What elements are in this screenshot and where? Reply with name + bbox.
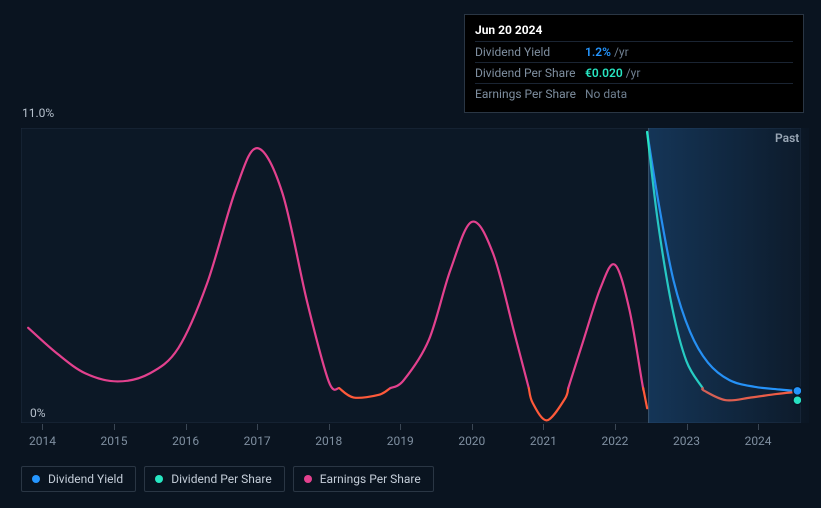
legend-label: Dividend Yield [48, 472, 123, 486]
tooltip-row: Dividend Yield1.2%/yr [475, 41, 793, 62]
legend-item[interactable]: Dividend Yield [21, 466, 136, 492]
y-axis-max-label: 11.0% [22, 106, 54, 120]
tooltip-row: Dividend Per Share€0.020/yr [475, 62, 793, 83]
x-tick-label: 2021 [530, 434, 557, 448]
tooltip-label: Earnings Per Share [475, 85, 585, 103]
y-axis-min-label: 0% [30, 406, 46, 420]
tooltip-label: Dividend Per Share [475, 64, 585, 82]
chart-area [21, 128, 801, 423]
tooltip-label: Dividend Yield [475, 43, 585, 61]
x-tick-label: 2020 [458, 434, 485, 448]
tooltip: Jun 20 2024 Dividend Yield1.2%/yrDividen… [464, 14, 804, 113]
tooltip-row: Earnings Per ShareNo data [475, 83, 793, 104]
legend-dot [32, 475, 40, 483]
tooltip-value: No data [585, 85, 627, 103]
legend-dot [304, 475, 312, 483]
x-tick-label: 2019 [387, 434, 414, 448]
x-tick-label: 2017 [244, 434, 271, 448]
tooltip-date: Jun 20 2024 [475, 21, 793, 39]
tooltip-value: €0.020/yr [585, 64, 640, 82]
x-tick-label: 2018 [315, 434, 342, 448]
future-fade-band [649, 128, 809, 423]
x-tick-label: 2022 [601, 434, 628, 448]
x-tick-label: 2024 [745, 434, 772, 448]
x-tick-label: 2015 [101, 434, 128, 448]
legend-label: Dividend Per Share [171, 472, 272, 486]
x-tick-label: 2016 [172, 434, 199, 448]
legend-dot [155, 475, 163, 483]
legend-item[interactable]: Earnings Per Share [293, 466, 434, 492]
x-tick-label: 2014 [29, 434, 56, 448]
legend: Dividend Yield Dividend Per Share Earnings… [21, 466, 434, 492]
x-tick-label: 2023 [673, 434, 700, 448]
tooltip-value: 1.2%/yr [585, 43, 629, 61]
legend-item[interactable]: Dividend Per Share [144, 466, 285, 492]
x-axis: 2014201520162017201820192020202120222023… [21, 424, 801, 444]
legend-label: Earnings Per Share [320, 472, 421, 486]
past-label: Past [775, 131, 799, 145]
